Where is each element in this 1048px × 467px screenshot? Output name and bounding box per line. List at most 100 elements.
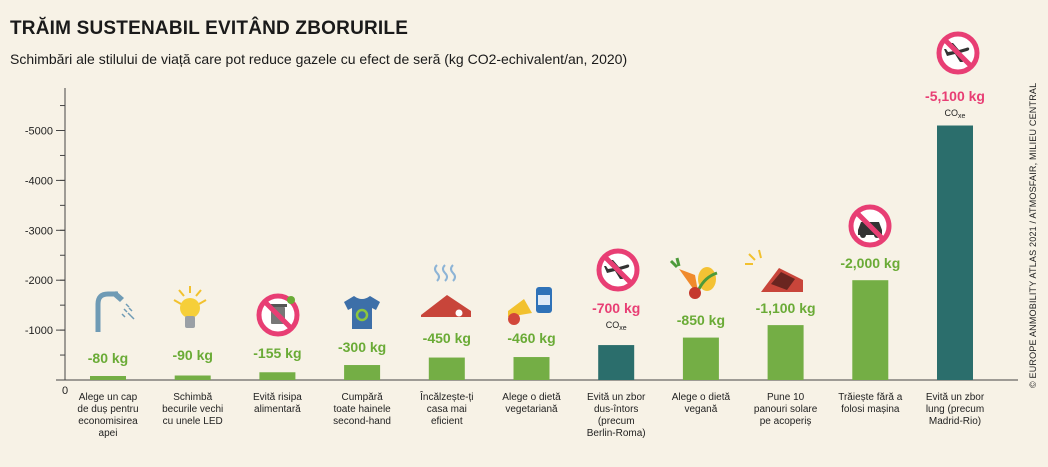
bar-1 xyxy=(90,376,126,380)
category-label: eficient xyxy=(431,416,463,427)
car-wheel xyxy=(860,232,866,238)
shower-icon xyxy=(95,291,135,332)
light-ray xyxy=(198,299,207,305)
no-flight-icon xyxy=(936,31,980,75)
bulb-glass xyxy=(180,298,200,318)
no-sign-slash xyxy=(855,211,885,241)
category-label: Alege un cap xyxy=(79,392,138,403)
house-heating-icon xyxy=(421,264,471,317)
roof xyxy=(421,295,471,317)
category-label: Alege o dietă xyxy=(502,392,561,403)
no-sign-slash xyxy=(943,38,973,68)
category-label: folosi mașina xyxy=(841,404,900,415)
category-label: Cumpără xyxy=(342,392,384,403)
roof-window xyxy=(455,309,463,317)
solar-panel-icon xyxy=(745,249,803,292)
unit-label: COxe xyxy=(606,320,627,332)
bar-10 xyxy=(852,280,889,380)
light-ray xyxy=(173,299,182,305)
category-label: pe acoperiș xyxy=(760,416,812,427)
heat-wave xyxy=(450,264,456,282)
category-label: panouri solare xyxy=(754,404,818,415)
no-food-waste-icon xyxy=(256,293,300,337)
tshirt-icon xyxy=(344,296,380,329)
bar-9 xyxy=(767,325,804,380)
category-label: toate hainele xyxy=(333,404,391,415)
cheese xyxy=(508,299,532,317)
bar-4 xyxy=(344,365,381,380)
category-label: Berlin-Roma) xyxy=(587,428,646,439)
water-drop xyxy=(125,303,130,308)
category-label: Alege o dietă xyxy=(672,392,731,403)
led-bulb-icon xyxy=(173,286,207,328)
chart-title: TRĂIM SUSTENABIL EVITÂND ZBORURILE xyxy=(10,18,409,39)
category-label: apei xyxy=(99,428,118,439)
unit-label: COxe xyxy=(945,108,966,120)
shower-pipe xyxy=(95,291,118,332)
category-label: Pune 10 xyxy=(767,392,805,403)
value-label: -450 kg xyxy=(423,330,471,346)
category-label: de duș pentru xyxy=(77,404,138,415)
solar-panel xyxy=(771,272,795,290)
category-label: Trăiește fără a xyxy=(838,392,903,403)
value-label: -300 kg xyxy=(338,339,386,355)
category-label: economisirea xyxy=(78,416,138,427)
bar-3 xyxy=(259,372,296,380)
category-label: Evită risipa xyxy=(253,392,302,403)
no-sign-slash xyxy=(263,300,293,330)
sun-ray xyxy=(748,253,756,261)
y-tick-label: -3000 xyxy=(25,225,53,237)
value-label: -80 kg xyxy=(88,350,128,366)
value-label: -5,100 kg xyxy=(925,88,985,104)
water-drop xyxy=(123,308,128,313)
value-label: -850 kg xyxy=(677,312,725,328)
bar-7 xyxy=(598,345,635,380)
heat-wave xyxy=(434,264,440,282)
water-drop xyxy=(121,313,126,318)
vegetables-icon xyxy=(669,257,718,299)
category-label: dus-întors xyxy=(594,404,638,415)
y-tick-label: -4000 xyxy=(25,175,53,187)
tomato xyxy=(508,313,520,325)
value-label: -2,000 kg xyxy=(840,255,900,271)
value-label: -700 kg xyxy=(592,300,640,316)
shower-head xyxy=(112,291,124,302)
y-tick-label: -1000 xyxy=(25,325,53,337)
no-flight-icon xyxy=(596,248,640,292)
tomato xyxy=(689,287,701,299)
bin-lid xyxy=(269,304,287,307)
sun-ray xyxy=(758,249,762,259)
category-label: Încălzește-ți xyxy=(419,390,473,403)
bar-8 xyxy=(682,337,719,380)
category-label: lung (precum xyxy=(926,404,984,415)
category-label: vegetariană xyxy=(505,404,558,415)
category-label: becurile vechi xyxy=(162,404,223,415)
category-label: Evită un zbor xyxy=(926,392,985,403)
category-label: casa mai xyxy=(427,404,467,415)
no-car-icon xyxy=(848,204,892,248)
carrot-leaves xyxy=(669,257,681,269)
category-label: vegană xyxy=(684,404,717,415)
corn-husk xyxy=(697,271,718,290)
cheese-food-icon xyxy=(508,287,552,325)
y-tick-label: 0 xyxy=(62,385,68,397)
water-drop xyxy=(127,312,132,317)
bar-5 xyxy=(428,357,465,380)
bulb-base xyxy=(185,316,195,328)
milk-label xyxy=(538,295,550,305)
category-label: Madrid-Rio) xyxy=(929,416,981,427)
light-ray xyxy=(195,289,202,297)
recycle-symbol xyxy=(355,308,369,322)
category-label: alimentară xyxy=(254,404,301,415)
value-label: -460 kg xyxy=(507,330,555,346)
value-label: -1,100 kg xyxy=(756,300,816,316)
category-label: (precum xyxy=(598,416,635,427)
bar-11 xyxy=(937,125,973,380)
category-label: cu unele LED xyxy=(163,416,223,427)
value-label: -90 kg xyxy=(172,347,212,363)
no-sign-slash xyxy=(603,255,633,285)
heat-wave xyxy=(442,264,448,282)
shirt-body xyxy=(344,296,380,329)
y-tick-label: -2000 xyxy=(25,275,53,287)
